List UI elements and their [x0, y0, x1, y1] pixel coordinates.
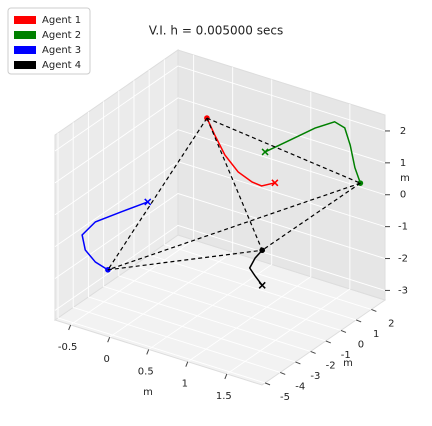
grid-line: [54, 65, 386, 152]
grid-line: [54, 224, 386, 311]
grid-line: [103, 101, 311, 352]
x-tick-label: 0: [103, 354, 109, 365]
panes: [53, 49, 387, 386]
grid-line: [54, 129, 386, 216]
grid-line: [109, 67, 234, 338]
trajectory: [264, 120, 362, 184]
legend-label: Agent 2: [42, 30, 81, 41]
legend-label: Agent 3: [42, 45, 81, 56]
back-pane: [177, 49, 386, 301]
tick-mark: [310, 350, 316, 354]
z-tick-label: -3: [398, 285, 408, 296]
connection: [206, 117, 263, 251]
grid-line: [87, 111, 296, 363]
legend: Agent 1 Agent 2 Agent 3 Agent 4: [7, 7, 91, 75]
tick-mark: [107, 336, 111, 343]
tick-mark: [280, 371, 286, 375]
y-tick-label: -4: [295, 381, 305, 392]
x-tick-label: 0.5: [138, 366, 154, 377]
connection: [261, 182, 361, 251]
connection: [107, 182, 361, 271]
legend-swatch: [14, 31, 36, 39]
grid-line: [54, 193, 386, 279]
grid-line: [72, 122, 281, 373]
z-tick-label: 0: [400, 190, 406, 201]
tick-mark: [146, 349, 150, 355]
tick-mark: [371, 308, 377, 312]
y-tick-label: -5: [280, 392, 290, 403]
plot-area: [81, 115, 364, 289]
grid-line: [133, 80, 342, 331]
grid-line: [148, 69, 357, 321]
grid-line: [57, 132, 266, 384]
x-tick-label: 1.5: [216, 391, 232, 402]
x-axis-label: m: [143, 387, 153, 398]
end-marker: [259, 247, 266, 254]
grid-line: [187, 91, 312, 363]
legend-swatch: [14, 16, 36, 24]
start-marker: [258, 281, 266, 289]
x-tick-label: 1: [182, 379, 188, 390]
tick-mark: [264, 382, 271, 386]
z-tick-label: -2: [398, 254, 408, 265]
grid-line: [54, 97, 386, 184]
trajectory: [206, 117, 276, 187]
start-marker: [271, 179, 279, 187]
legend-label: Agent 4: [42, 60, 81, 71]
start-marker: [261, 148, 269, 156]
legend-label: Agent 1: [42, 15, 81, 26]
z-axis-label: m: [400, 173, 410, 184]
y-tick-label: -1: [341, 350, 351, 361]
tick-mark: [185, 361, 189, 367]
y-tick-label: -2: [326, 360, 336, 371]
tick-mark: [355, 319, 362, 323]
z-tick-label: -1: [398, 222, 408, 233]
start-marker: [144, 198, 152, 206]
y-axis-label: m: [343, 358, 353, 369]
connection: [107, 117, 208, 271]
trajectory: [81, 201, 148, 271]
grid-line: [226, 103, 351, 375]
x-tick-label: -0.5: [58, 342, 78, 353]
end-marker: [105, 267, 111, 273]
y-tick-label: 0: [358, 339, 364, 350]
legend-swatch: [14, 46, 36, 54]
y-tick-label: 2: [388, 318, 394, 329]
tick-mark: [68, 324, 72, 331]
legend-swatch: [14, 61, 36, 69]
connection: [107, 249, 263, 271]
grid-line: [163, 59, 372, 310]
chart-title: V.I. h = 0.005000 secs: [149, 24, 284, 38]
tick-mark: [224, 373, 228, 380]
y-tick-label: 1: [373, 329, 379, 340]
tick-mark: [340, 329, 347, 333]
tick-mark: [295, 361, 301, 365]
legend-box: [7, 7, 91, 75]
grid-line: [148, 79, 273, 350]
z-tick-label: 1: [400, 158, 406, 169]
grid-line: [118, 90, 326, 342]
trajectory: [248, 249, 263, 286]
tick-mark: [325, 340, 331, 344]
y-tick-label: -3: [310, 371, 320, 382]
z-tick-label: 2: [400, 126, 406, 137]
